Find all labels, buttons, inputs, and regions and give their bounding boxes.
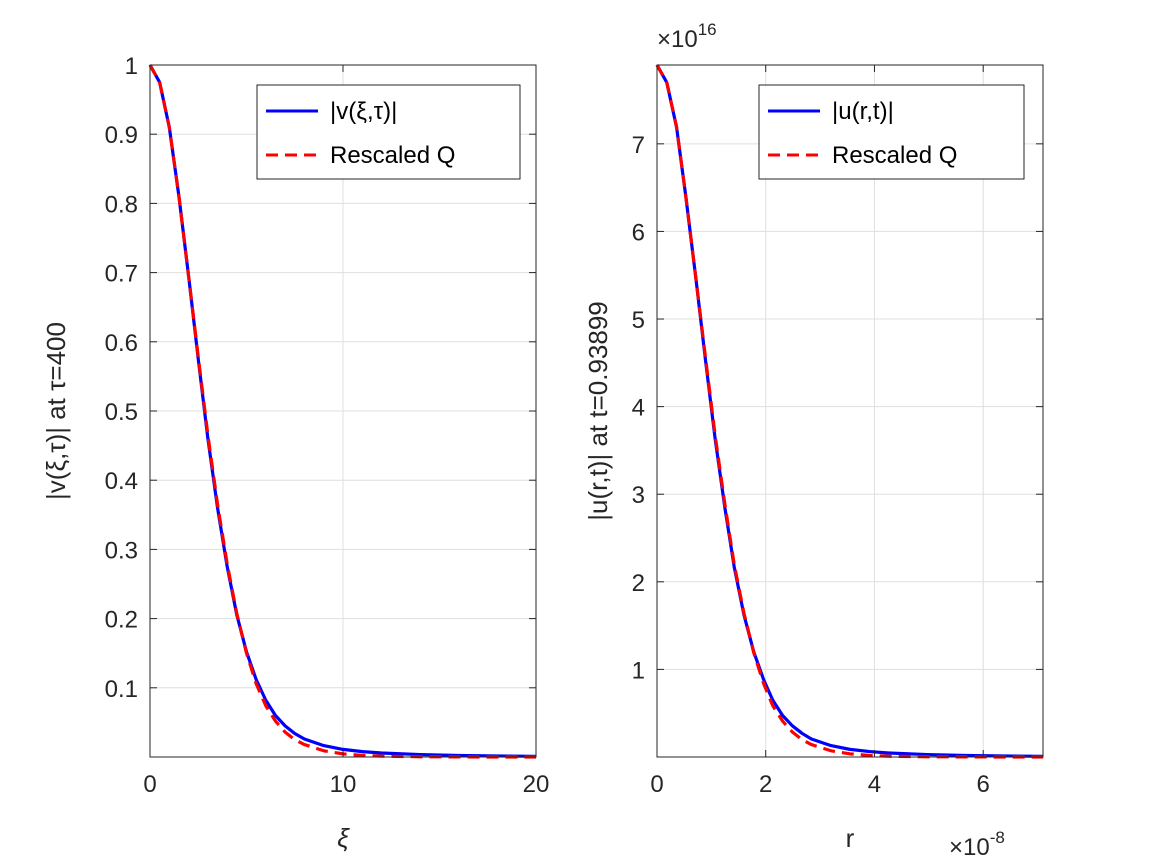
- right-series-rescaled-q-line: [655, 64, 1043, 759]
- right-y-tick-label: 6: [632, 219, 645, 246]
- right-y-tick-label: 2: [632, 570, 645, 597]
- right-plot-y-exponent-power: 16: [698, 20, 717, 39]
- left-plot-x-axis-label: ξ: [337, 823, 350, 853]
- left-plot-y-axis-label: |v(ξ,τ)| at τ=400: [41, 322, 71, 500]
- right-legend-box: [758, 84, 1025, 180]
- right-plot-y-exponent-base: ×10: [657, 26, 698, 53]
- left-legend-label-v: |v(ξ,τ)|: [330, 98, 397, 125]
- left-y-tick-label: 1: [125, 53, 138, 80]
- left-plot-legend: |v(ξ,τ)| Rescaled Q: [256, 84, 521, 180]
- right-x-tick-label: 2: [759, 771, 772, 798]
- right-legend-label-q: Rescaled Q: [832, 142, 957, 169]
- right-y-tick-label: 4: [632, 395, 645, 422]
- right-plot-ticks: [656, 65, 1043, 757]
- left-x-tick-label: 10: [330, 771, 357, 798]
- right-plot-grid: [657, 65, 1043, 757]
- right-plot-frame: [656, 64, 1044, 758]
- left-y-tick-label: 0.6: [105, 330, 138, 357]
- right-x-tick-label: 6: [977, 771, 990, 798]
- right-y-tick-label: 3: [632, 482, 645, 509]
- right-y-tick-label: 7: [632, 132, 645, 159]
- left-y-tick-label: 0.2: [105, 607, 138, 634]
- right-plot-x-axis-label: r: [846, 823, 855, 853]
- left-y-tick-label: 0.4: [105, 468, 138, 495]
- right-plot-y-exponent: ×1016: [657, 20, 717, 53]
- left-y-tick-label: 0.7: [105, 261, 138, 288]
- left-plot-tick-labels: 0 10 20 0.1 0.2 0.3 0.4 0.5 0.6 0.7 0.8 0.9 1: [105, 53, 550, 798]
- left-legend-box: [256, 84, 521, 180]
- left-y-tick-label: 0.1: [105, 676, 138, 703]
- left-plot-series: [148, 64, 537, 759]
- right-plot-y-axis-label: |u(r,t)| at t=0.93899: [583, 301, 613, 520]
- right-x-tick-label: 4: [868, 771, 881, 798]
- right-plot-tick-labels: 0 2 4 6 1 2 3 4 5 6 7: [632, 132, 990, 798]
- right-plot-series: [655, 64, 1044, 759]
- left-y-tick-label: 0.5: [105, 399, 138, 426]
- left-plot-ticks: [149, 64, 537, 757]
- right-legend-label-u: |u(r,t)|: [832, 98, 894, 125]
- left-x-tick-label: 20: [523, 771, 550, 798]
- left-y-tick-label: 0.9: [105, 122, 138, 149]
- right-x-tick-label: 0: [650, 771, 663, 798]
- left-plot: 0 10 20 0.1 0.2 0.3 0.4 0.5 0.6 0.7 0.8 0.9 1 ξ |v(ξ…: [41, 53, 549, 853]
- right-plot-x-exponent-power: -8: [990, 828, 1005, 847]
- right-plot-x-exponent: ×10-8: [949, 828, 1005, 861]
- right-y-tick-label: 5: [632, 307, 645, 334]
- left-series-rescaled-q-line: [148, 64, 536, 759]
- right-plot-legend: |u(r,t)| Rescaled Q: [758, 84, 1025, 180]
- right-plot-x-exponent-base: ×10: [949, 834, 990, 861]
- right-y-tick-label: 1: [632, 657, 645, 684]
- left-y-tick-label: 0.3: [105, 537, 138, 564]
- right-plot-area: [657, 65, 1043, 757]
- left-x-tick-label: 0: [143, 771, 156, 798]
- left-legend-label-q: Rescaled Q: [330, 142, 455, 169]
- left-y-tick-label: 0.8: [105, 191, 138, 218]
